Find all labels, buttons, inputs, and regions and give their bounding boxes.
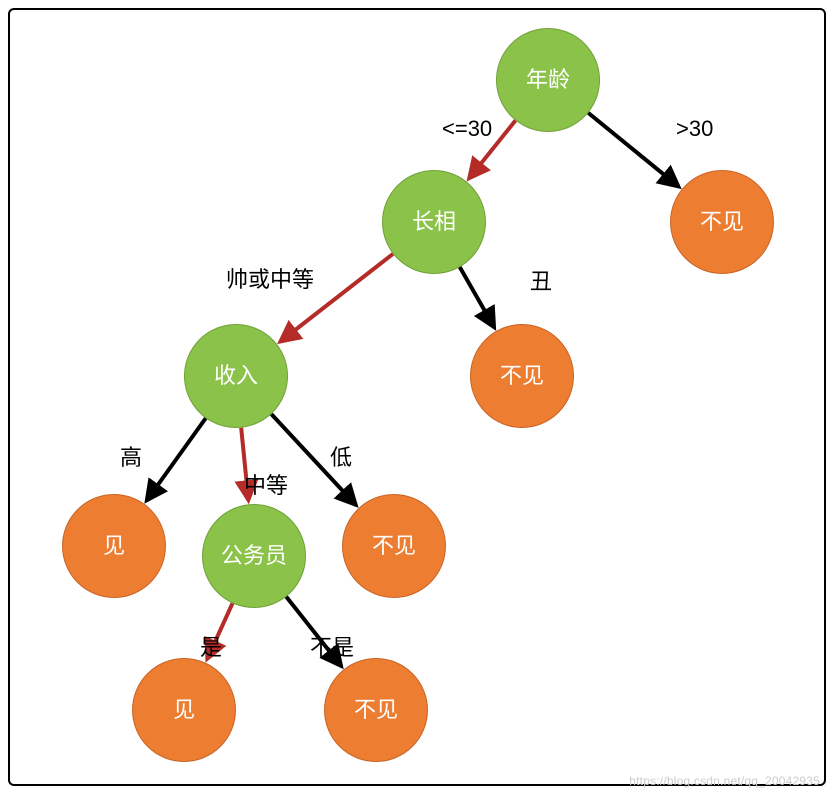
- edge-label: 帅或中等: [226, 262, 314, 294]
- edge-label: 是: [200, 630, 222, 662]
- node-label: 见: [173, 698, 195, 722]
- node-label: 长相: [412, 210, 456, 234]
- edge-label: 丑: [530, 264, 552, 296]
- edge: [147, 418, 206, 500]
- node-label: 不见: [500, 364, 544, 388]
- edge-label: 不是: [310, 630, 354, 662]
- decision-node: 年龄: [496, 28, 600, 132]
- edge-label: 中等: [244, 468, 288, 500]
- edge: [588, 113, 678, 187]
- decision-node: 收入: [184, 324, 288, 428]
- node-label: 公务员: [221, 544, 287, 568]
- leaf-node: 不见: [470, 324, 574, 428]
- decision-node: 长相: [382, 170, 486, 274]
- node-label: 不见: [372, 534, 416, 558]
- node-label: 年龄: [526, 68, 570, 92]
- edge-label: 高: [120, 440, 142, 472]
- edge-label: >30: [676, 116, 713, 142]
- leaf-node: 见: [62, 494, 166, 598]
- edge-label: 低: [330, 440, 352, 472]
- leaf-node: 见: [132, 658, 236, 762]
- node-label: 不见: [354, 698, 398, 722]
- decision-node: 公务员: [202, 504, 306, 608]
- leaf-node: 不见: [324, 658, 428, 762]
- edge: [460, 267, 494, 327]
- node-label: 见: [103, 534, 125, 558]
- edge-label: <=30: [442, 116, 492, 142]
- watermark-text: https://blog.csdn.net/qq_20042935: [629, 774, 820, 788]
- leaf-node: 不见: [670, 170, 774, 274]
- leaf-node: 不见: [342, 494, 446, 598]
- diagram-frame: https://blog.csdn.net/qq_20042935 <=30 >3…: [0, 0, 834, 794]
- node-label: 不见: [700, 210, 744, 234]
- node-label: 收入: [214, 364, 258, 388]
